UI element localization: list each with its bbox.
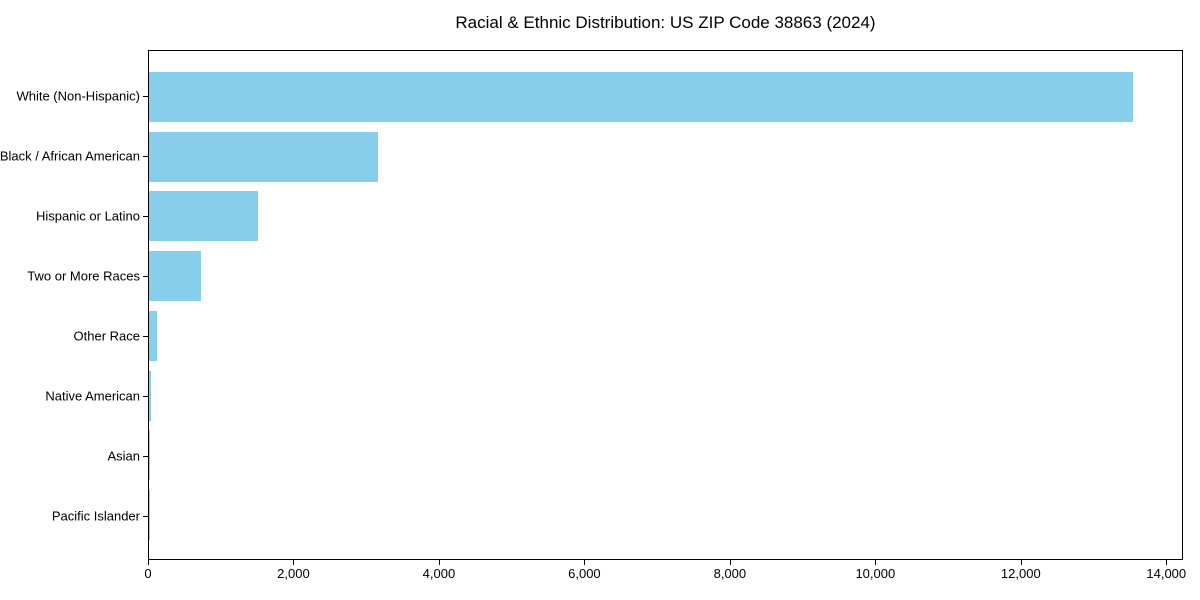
x-axis-tick-label: 2,000 <box>277 566 310 581</box>
x-axis-tick <box>438 560 440 565</box>
y-axis-tick <box>143 156 148 157</box>
bar-hispanic-or-latino <box>149 191 258 242</box>
bar-black-african-american <box>149 131 378 182</box>
bar-native-american <box>149 370 151 421</box>
y-axis-tick <box>143 396 148 397</box>
bar-row-pacific-islander <box>149 485 1182 545</box>
x-axis-tick-label: 14,000 <box>1146 566 1187 581</box>
x-axis-tick <box>584 560 586 565</box>
bar-row-white-non-hispanic <box>149 67 1182 127</box>
y-axis-tick <box>143 216 148 217</box>
x-axis-tick <box>729 560 731 565</box>
bar-row-native-american <box>149 366 1182 426</box>
bar-row-asian <box>149 426 1182 486</box>
y-axis-label-white-non-hispanic: White (Non-Hispanic) <box>16 88 140 104</box>
y-axis-label-hispanic-or-latino: Hispanic or Latino <box>35 208 140 224</box>
y-axis-label-two-or-more-races: Two or More Races <box>27 268 140 284</box>
y-axis-tick <box>143 276 148 277</box>
x-axis-tick <box>1166 560 1168 565</box>
y-axis-label-native-american: Native American <box>45 388 140 404</box>
plot-area <box>148 50 1183 560</box>
x-axis-tick <box>148 560 149 565</box>
x-axis-tick-label: 10,000 <box>855 566 896 581</box>
bar-asian <box>149 430 150 481</box>
y-axis-label-black-african-american: Black / African American <box>0 148 140 164</box>
y-axis-tick <box>143 96 148 97</box>
x-axis-tick <box>293 560 295 565</box>
x-axis-tick-label: 6,000 <box>568 566 601 581</box>
y-axis-label-other-race: Other Race <box>73 328 140 344</box>
x-axis-tick-label: 8,000 <box>713 566 747 581</box>
y-axis-tick <box>143 336 148 337</box>
x-axis-tick-label: 12,000 <box>1000 566 1041 581</box>
bar-white-non-hispanic <box>149 71 1133 122</box>
x-axis-tick-label: 0 <box>144 566 152 581</box>
bar-row-other-race <box>149 306 1182 366</box>
bars-container <box>149 51 1182 559</box>
chart-title: Racial & Ethnic Distribution: US ZIP Cod… <box>455 13 876 32</box>
y-axis-tick <box>143 456 148 457</box>
x-axis-tick-label: 4,000 <box>422 566 456 581</box>
bar-two-or-more-races <box>149 251 201 302</box>
bar-other-race <box>149 310 157 361</box>
y-axis-tick <box>143 516 148 517</box>
y-axis-label-asian: Asian <box>107 448 140 464</box>
x-axis-tick <box>875 560 877 565</box>
x-axis-tick <box>1020 560 1022 565</box>
y-axis-label-pacific-islander: Pacific Islander <box>51 508 140 524</box>
bar-row-two-or-more-races <box>149 246 1182 306</box>
bar-row-hispanic-or-latino <box>149 187 1182 247</box>
bar-row-black-african-american <box>149 127 1182 187</box>
